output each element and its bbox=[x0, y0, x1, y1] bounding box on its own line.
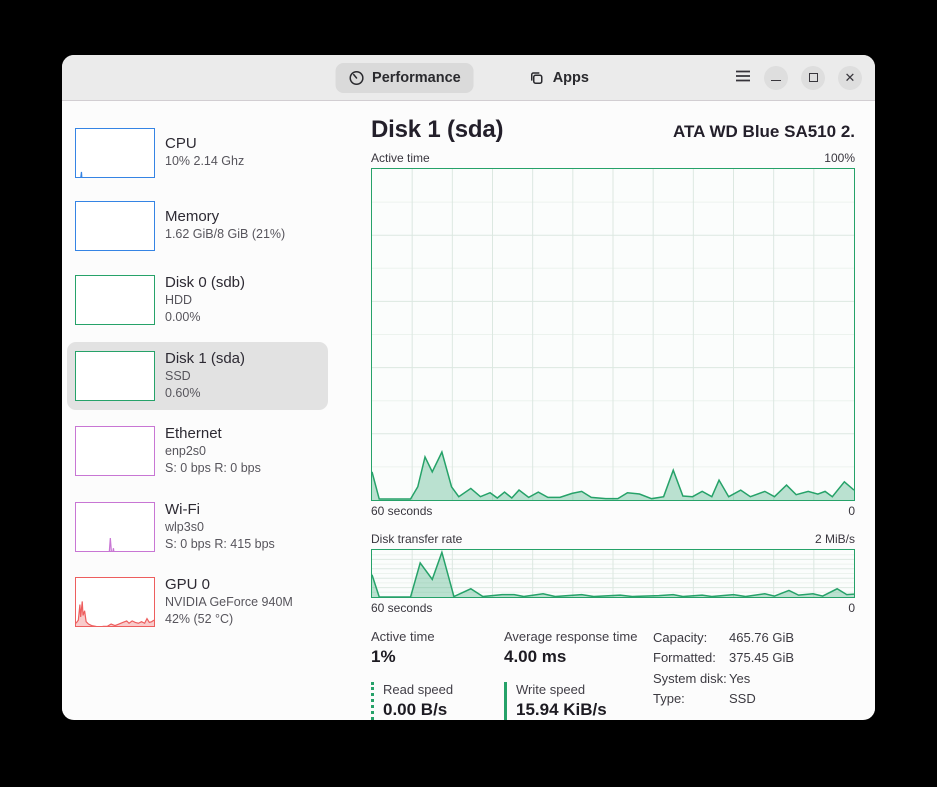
active-time-chart bbox=[371, 168, 855, 502]
minimize-icon bbox=[771, 80, 781, 81]
ethernet-mini-chart bbox=[75, 426, 155, 477]
cpu-mini-chart bbox=[75, 128, 155, 178]
gpu0-usage-text: 42% (52 °C) bbox=[165, 612, 234, 627]
active-time-stat-value: 1% bbox=[371, 646, 396, 666]
read-speed-stat: Read speed 0.00 B/s bbox=[371, 681, 504, 720]
gpu0-title: GPU 0 bbox=[165, 576, 211, 593]
cpu-usage-text: 10% 2.14 Ghz bbox=[165, 154, 245, 169]
disk1-title: Disk 1 (sda) bbox=[165, 349, 246, 367]
active-time-x-right: 0 bbox=[848, 504, 855, 519]
disk0-type-text: HDD bbox=[165, 293, 193, 307]
write-speed-value: 15.94 KiB/s bbox=[516, 699, 607, 719]
write-speed-stat: Write speed 15.94 KiB/s bbox=[504, 681, 653, 720]
disk-model: ATA WD Blue SA510 2. bbox=[673, 122, 855, 141]
sidebar-item-gpu0[interactable]: GPU 0 NVIDIA GeForce 940M 42% (52 °C) bbox=[67, 568, 328, 637]
transfer-chart-max: 2 MiB/s bbox=[814, 531, 855, 546]
close-button[interactable]: ✕ bbox=[838, 65, 862, 90]
tab-performance[interactable]: Performance bbox=[335, 62, 474, 93]
disk-transfer-rate-chart bbox=[371, 549, 855, 599]
wifi-title: Wi-Fi bbox=[165, 500, 200, 518]
detail-row-formatted: Formatted: 375.45 GiB bbox=[653, 650, 795, 666]
apps-icon bbox=[529, 70, 545, 86]
gpu0-mini-chart bbox=[75, 577, 155, 628]
active-time-stat-label: Active time bbox=[371, 628, 435, 644]
memory-title: Memory bbox=[165, 208, 220, 226]
cpu-title: CPU bbox=[165, 135, 197, 153]
sidebar-item-cpu[interactable]: CPU 10% 2.14 Ghz bbox=[67, 120, 328, 186]
ethernet-rate-text: S: 0 bps R: 0 bps bbox=[165, 461, 261, 476]
avg-response-value: 4.00 ms bbox=[504, 646, 567, 666]
disk-detail-panel: Disk 1 (sda) ATA WD Blue SA510 2. Active… bbox=[344, 101, 875, 720]
maximize-button[interactable] bbox=[801, 65, 825, 90]
tab-apps-label: Apps bbox=[552, 69, 589, 86]
read-speed-label: Read speed bbox=[383, 681, 454, 697]
disk0-mini-chart bbox=[75, 275, 155, 326]
ethernet-title: Ethernet bbox=[165, 425, 222, 442]
sidebar-item-disk0[interactable]: Disk 0 (sdb) HDD 0.00% bbox=[67, 266, 328, 335]
sidebar-item-disk1[interactable]: Disk 1 (sda) SSD 0.60% bbox=[67, 341, 328, 410]
disk0-usage-text: 0.00% bbox=[165, 310, 201, 325]
disk1-type-text: SSD bbox=[165, 368, 191, 383]
disk1-mini-chart bbox=[75, 350, 155, 401]
read-speed-value: 0.00 B/s bbox=[383, 699, 448, 719]
memory-mini-chart bbox=[75, 201, 155, 251]
wifi-mini-chart bbox=[75, 501, 155, 552]
device-sidebar: CPU 10% 2.14 Ghz Memory 1.62 GiB/8 GiB (… bbox=[62, 101, 344, 719]
disk-details-table: Capacity: 465.76 GiB Formatted: 375.45 G… bbox=[653, 629, 855, 720]
wifi-rate-text: S: 0 bps R: 415 bps bbox=[165, 536, 275, 551]
transfer-chart-label: Disk transfer rate bbox=[371, 531, 463, 546]
detail-row-type: Type: SSD bbox=[653, 691, 756, 707]
mission-center-window: Performance Apps bbox=[62, 55, 875, 720]
active-time-x-left: 60 seconds bbox=[371, 504, 433, 519]
sidebar-item-memory[interactable]: Memory 1.62 GiB/8 GiB (21%) bbox=[67, 193, 328, 259]
minimize-button[interactable] bbox=[764, 65, 788, 90]
header-bar: Performance Apps bbox=[62, 55, 875, 101]
wifi-iface-text: wlp3s0 bbox=[165, 519, 204, 534]
tab-apps[interactable]: Apps bbox=[516, 63, 602, 93]
detail-row-system-disk: System disk: Yes bbox=[653, 670, 751, 686]
speedometer-icon bbox=[348, 70, 364, 86]
ethernet-iface-text: enp2s0 bbox=[165, 444, 207, 458]
disk0-title: Disk 0 (sdb) bbox=[165, 274, 246, 291]
disk1-usage-text: 0.60% bbox=[165, 385, 201, 400]
tab-performance-label: Performance bbox=[372, 69, 461, 86]
maximize-icon bbox=[808, 73, 818, 82]
memory-usage-text: 1.62 GiB/8 GiB (21%) bbox=[165, 227, 286, 242]
avg-response-label: Average response time bbox=[504, 628, 638, 644]
hamburger-menu-icon bbox=[735, 70, 751, 85]
close-icon: ✕ bbox=[844, 70, 856, 85]
detail-row-capacity: Capacity: 465.76 GiB bbox=[653, 629, 795, 645]
disk-stats: Active time 1% Read speed 0.00 B/s Avera… bbox=[371, 629, 855, 720]
sidebar-item-wifi[interactable]: Wi-Fi wlp3s0 S: 0 bps R: 415 bps bbox=[67, 493, 328, 562]
menu-button[interactable] bbox=[735, 70, 751, 85]
sidebar-item-ethernet[interactable]: Ethernet enp2s0 S: 0 bps R: 0 bps bbox=[67, 417, 328, 486]
page-title: Disk 1 (sda) bbox=[371, 116, 504, 143]
window-controls: ✕ bbox=[735, 55, 862, 100]
transfer-x-right: 0 bbox=[848, 601, 855, 616]
view-switcher: Performance Apps bbox=[335, 55, 602, 100]
write-speed-label: Write speed bbox=[516, 681, 586, 697]
gpu0-model-text: NVIDIA GeForce 940M bbox=[165, 595, 293, 609]
active-time-chart-max: 100% bbox=[824, 151, 855, 165]
active-time-chart-label: Active time bbox=[371, 151, 430, 165]
transfer-x-left: 60 seconds bbox=[371, 601, 433, 616]
window-content: CPU 10% 2.14 Ghz Memory 1.62 GiB/8 GiB (… bbox=[62, 101, 875, 720]
